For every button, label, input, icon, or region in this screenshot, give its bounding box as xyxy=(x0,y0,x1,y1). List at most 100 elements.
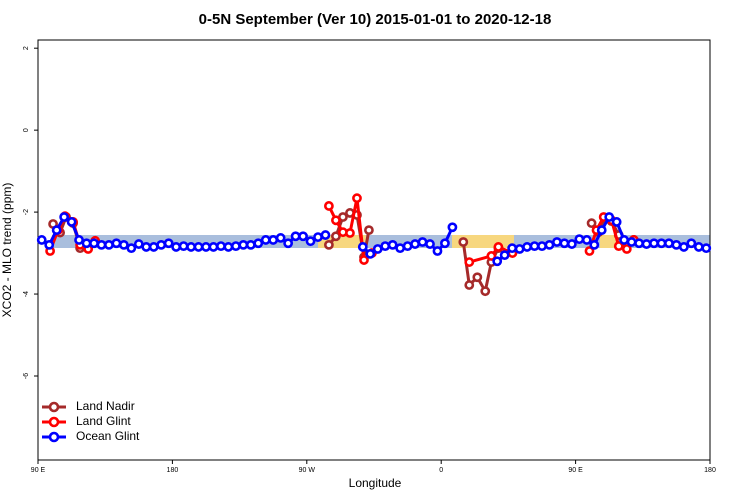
legend-marker xyxy=(48,431,60,443)
legend-label: Land Glint xyxy=(76,414,131,428)
point xyxy=(208,242,219,252)
point xyxy=(141,242,152,252)
point xyxy=(544,239,555,250)
legend-marker xyxy=(48,401,60,413)
point xyxy=(216,241,226,252)
point xyxy=(611,217,622,227)
point xyxy=(581,235,592,245)
point xyxy=(126,243,137,254)
point xyxy=(486,251,497,261)
point xyxy=(671,239,682,250)
point xyxy=(656,238,667,249)
point xyxy=(678,242,689,252)
point xyxy=(44,239,55,250)
point xyxy=(586,218,597,229)
point xyxy=(701,243,712,254)
point xyxy=(357,242,368,252)
point xyxy=(290,231,301,242)
chart-title: 0-5N September (Ver 10) 2015-01-01 to 20… xyxy=(199,11,552,28)
point xyxy=(118,239,129,250)
point xyxy=(464,257,475,267)
point xyxy=(245,239,256,250)
point xyxy=(359,255,369,265)
point xyxy=(432,246,443,256)
point xyxy=(133,239,144,249)
point xyxy=(613,241,624,252)
point xyxy=(664,238,674,249)
point xyxy=(156,239,167,250)
point xyxy=(458,237,469,247)
point xyxy=(499,250,510,261)
x-tick-label: 180 xyxy=(167,467,179,474)
x-tick-label: 90 E xyxy=(568,467,583,474)
point xyxy=(81,238,92,249)
point xyxy=(440,238,450,249)
point xyxy=(380,241,391,252)
point xyxy=(352,193,362,204)
point xyxy=(621,244,632,254)
y-tick-label: -4 xyxy=(23,291,30,297)
point xyxy=(402,241,413,252)
point xyxy=(365,248,376,259)
point xyxy=(566,239,577,249)
point xyxy=(59,212,70,222)
point xyxy=(305,236,316,247)
point xyxy=(320,230,331,240)
point xyxy=(410,239,420,249)
point xyxy=(268,235,279,245)
point xyxy=(331,231,341,242)
point xyxy=(51,225,62,236)
point xyxy=(529,241,540,252)
legend-marker xyxy=(48,416,60,428)
point xyxy=(171,242,182,252)
point xyxy=(425,239,435,249)
point xyxy=(186,242,196,252)
point xyxy=(74,235,84,245)
point xyxy=(596,225,607,236)
point xyxy=(537,241,547,252)
point xyxy=(230,241,241,252)
point xyxy=(604,212,615,222)
point xyxy=(111,238,122,249)
x-axis-label: Longitude xyxy=(349,476,402,490)
point xyxy=(626,237,637,247)
point xyxy=(522,242,532,252)
point xyxy=(584,246,595,256)
point xyxy=(492,256,503,267)
point xyxy=(686,238,697,249)
point xyxy=(313,232,323,242)
point xyxy=(66,217,77,227)
point xyxy=(163,238,174,249)
point xyxy=(298,231,308,242)
y-tick-label: -2 xyxy=(23,209,30,215)
x-tick-label: 0 xyxy=(439,467,443,474)
point xyxy=(364,225,374,236)
point xyxy=(324,201,334,211)
point xyxy=(387,239,398,250)
point xyxy=(201,242,211,252)
y-axis-label: XCO2 - MLO trend (ppm) xyxy=(0,183,14,318)
x-tick-label: 90 E xyxy=(31,467,46,474)
point xyxy=(493,242,504,252)
point xyxy=(472,272,483,283)
point xyxy=(395,243,406,254)
point xyxy=(417,237,428,247)
y-tick-label: -6 xyxy=(23,373,30,379)
point xyxy=(619,235,630,245)
series-line xyxy=(51,211,635,296)
point xyxy=(574,234,585,245)
point xyxy=(260,235,271,245)
point xyxy=(324,239,334,250)
land-band xyxy=(600,235,616,248)
point xyxy=(447,222,458,233)
point xyxy=(641,239,652,249)
legend-label: Land Nadir xyxy=(76,399,135,413)
point xyxy=(178,241,189,252)
y-tick-label: 0 xyxy=(23,128,30,132)
point xyxy=(559,238,570,249)
point xyxy=(148,242,159,252)
point xyxy=(104,239,114,250)
point xyxy=(589,239,600,250)
point xyxy=(514,244,525,254)
